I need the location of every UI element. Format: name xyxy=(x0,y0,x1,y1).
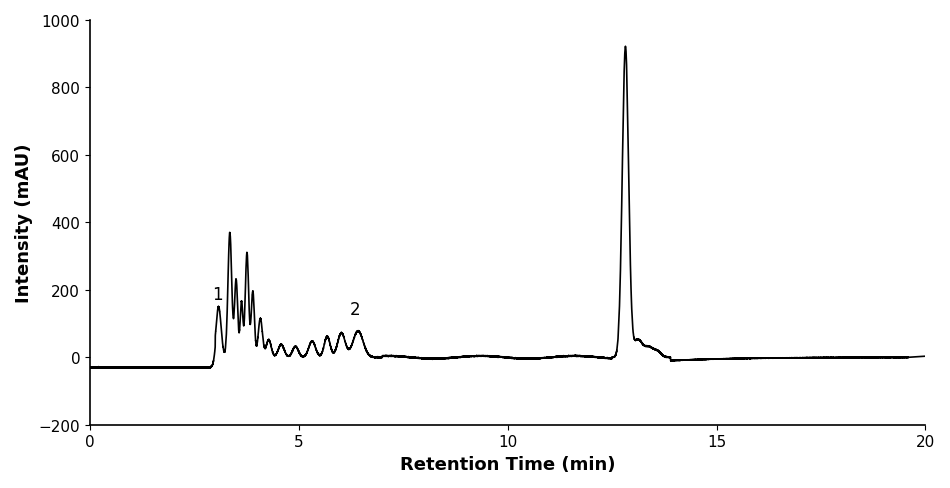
Y-axis label: Intensity (mAU): Intensity (mAU) xyxy=(15,143,33,303)
Text: 2: 2 xyxy=(350,301,360,319)
Text: 1: 1 xyxy=(212,285,222,304)
X-axis label: Retention Time (min): Retention Time (min) xyxy=(400,455,616,473)
